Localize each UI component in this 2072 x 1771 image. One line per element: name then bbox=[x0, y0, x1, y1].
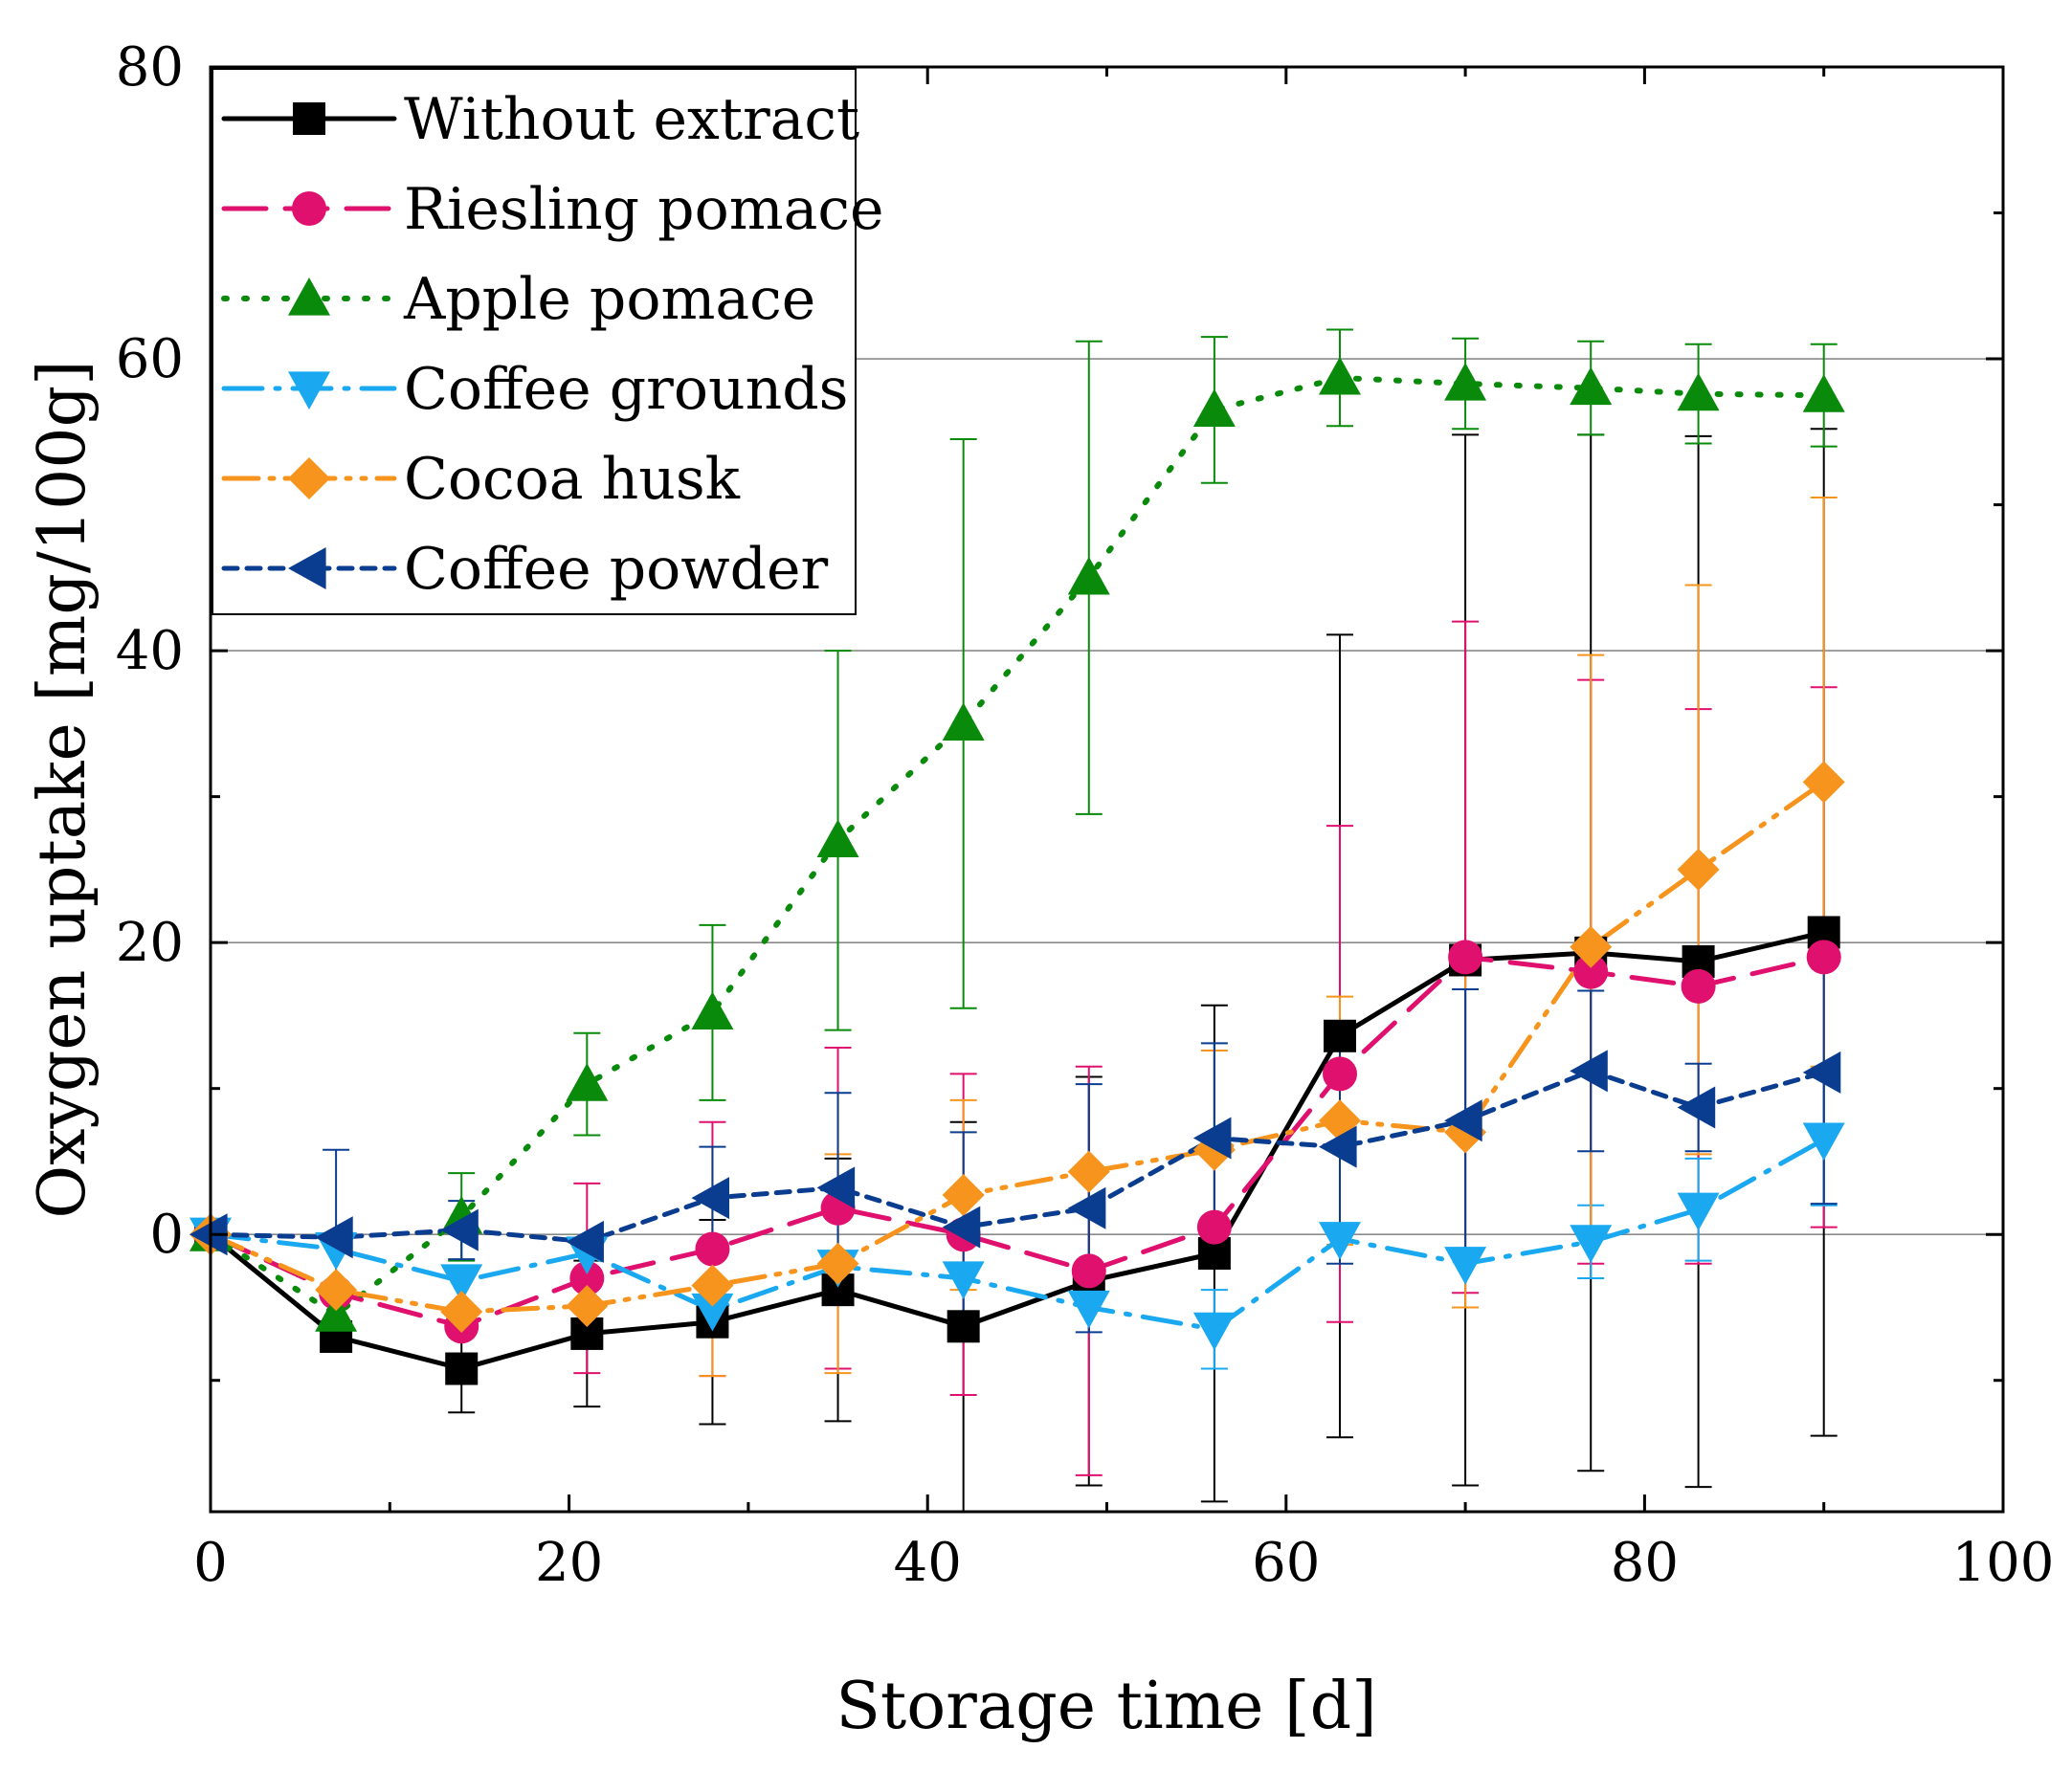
data-point-apple-pomace bbox=[1802, 374, 1845, 412]
data-point-coffee-powder bbox=[816, 1166, 856, 1209]
series-line-coffee-grounds bbox=[208, 1137, 1827, 1332]
data-point-apple-pomace bbox=[1067, 556, 1110, 595]
data-point-coffee-grounds bbox=[1318, 1222, 1361, 1260]
data-point-riesling-pomace bbox=[1448, 940, 1483, 975]
data-point-coffee-grounds bbox=[691, 1293, 734, 1332]
data-point-apple-pomace bbox=[315, 1294, 358, 1332]
y-tick-label: 20 bbox=[116, 912, 184, 974]
data-point-without-extract bbox=[1323, 1019, 1356, 1052]
data-point-riesling-pomace bbox=[1071, 1253, 1106, 1289]
data-point-coffee-powder bbox=[1677, 1086, 1716, 1129]
data-point-riesling-pomace bbox=[1196, 1209, 1232, 1245]
series-markers bbox=[189, 356, 1845, 1385]
data-point-cocoa-husk bbox=[816, 1242, 859, 1285]
y-tick-label: 60 bbox=[116, 328, 184, 390]
legend-label-cocoa-husk: Cocoa husk bbox=[404, 446, 741, 513]
data-point-coffee-grounds bbox=[942, 1261, 985, 1299]
legend-label-coffee-powder: Coffee powder bbox=[404, 536, 829, 603]
data-point-apple-pomace bbox=[691, 991, 734, 1029]
data-point-cocoa-husk bbox=[1067, 1150, 1110, 1193]
data-point-without-extract bbox=[445, 1352, 479, 1385]
legend-label-riesling-pomace: Riesling pomace bbox=[404, 176, 883, 243]
data-point-coffee-powder bbox=[942, 1206, 981, 1249]
data-point-apple-pomace bbox=[1192, 388, 1236, 428]
data-point-coffee-powder bbox=[1067, 1186, 1106, 1229]
legend-marker-apple-pomace bbox=[288, 277, 330, 316]
data-point-coffee-powder bbox=[315, 1216, 353, 1259]
data-point-coffee-grounds bbox=[1192, 1312, 1236, 1351]
y-tick-label: 0 bbox=[149, 1204, 184, 1266]
data-point-cocoa-husk bbox=[691, 1264, 734, 1307]
data-point-riesling-pomace bbox=[1681, 968, 1716, 1004]
x-tick-label: 80 bbox=[1611, 1532, 1679, 1594]
data-point-cocoa-husk bbox=[440, 1291, 483, 1334]
data-point-apple-pomace bbox=[816, 819, 859, 857]
data-point-cocoa-husk bbox=[566, 1284, 609, 1327]
series-line-coffee-powder bbox=[208, 1068, 1827, 1245]
data-point-apple-pomace bbox=[1570, 366, 1613, 406]
x-tick-label: 100 bbox=[1952, 1532, 2055, 1594]
data-point-apple-pomace bbox=[942, 702, 985, 741]
data-point-coffee-grounds bbox=[1677, 1192, 1720, 1231]
data-point-cocoa-husk bbox=[942, 1174, 985, 1217]
data-point-coffee-grounds bbox=[1570, 1225, 1613, 1263]
series-line-cocoa-husk bbox=[208, 779, 1827, 1315]
y-tick-label: 80 bbox=[116, 36, 184, 99]
data-point-cocoa-husk bbox=[1677, 848, 1720, 891]
legend: Without extract Riesling pomace Apple poma… bbox=[212, 68, 883, 615]
legend-marker-coffee-grounds bbox=[288, 371, 330, 410]
axis-ticks: 0 20 40 60 80 100 0 20 40 60 80 bbox=[116, 36, 2055, 1594]
data-point-coffee-grounds bbox=[440, 1264, 483, 1303]
data-point-cocoa-husk bbox=[315, 1269, 358, 1312]
series-line-riesling-pomace bbox=[208, 954, 1827, 1329]
legend-label-without-extract: Without extract bbox=[404, 86, 859, 153]
data-point-coffee-powder bbox=[1192, 1117, 1232, 1160]
legend-marker-without-extract bbox=[293, 102, 325, 135]
data-point-coffee-powder bbox=[1444, 1099, 1482, 1142]
data-point-riesling-pomace bbox=[569, 1260, 605, 1295]
y-axis-title: Oxygen uptake [mg/100g] bbox=[25, 360, 100, 1218]
x-axis-title: Storage time [d] bbox=[835, 1669, 1376, 1744]
data-point-coffee-powder bbox=[691, 1177, 730, 1220]
legend-marker-cocoa-husk bbox=[288, 457, 330, 499]
legend-marker-riesling-pomace bbox=[292, 191, 326, 226]
data-point-coffee-powder bbox=[1802, 1051, 1841, 1094]
legend-label-coffee-grounds: Coffee grounds bbox=[404, 356, 848, 423]
data-point-riesling-pomace bbox=[1322, 1056, 1357, 1092]
data-point-coffee-grounds bbox=[1067, 1290, 1110, 1329]
data-point-coffee-powder bbox=[1318, 1125, 1357, 1168]
data-point-riesling-pomace bbox=[695, 1231, 730, 1267]
x-tick-label: 60 bbox=[1252, 1532, 1320, 1594]
data-point-coffee-grounds bbox=[1802, 1122, 1845, 1162]
data-point-apple-pomace bbox=[1444, 362, 1487, 401]
x-tick-label: 40 bbox=[894, 1532, 962, 1594]
data-point-apple-pomace bbox=[566, 1063, 609, 1101]
data-point-riesling-pomace bbox=[1806, 940, 1841, 975]
data-point-without-extract bbox=[947, 1310, 980, 1343]
series-line-without-extract bbox=[208, 930, 1827, 1371]
data-point-cocoa-husk bbox=[1570, 925, 1613, 968]
y-tick-label: 40 bbox=[116, 620, 184, 682]
data-point-coffee-powder bbox=[1570, 1050, 1608, 1093]
legend-marker-coffee-powder bbox=[288, 547, 326, 589]
x-tick-label: 0 bbox=[193, 1532, 228, 1594]
legend-box bbox=[212, 68, 857, 615]
x-tick-label: 20 bbox=[535, 1532, 603, 1594]
data-point-riesling-pomace bbox=[1573, 954, 1609, 989]
data-point-coffee-powder bbox=[189, 1213, 228, 1256]
data-point-coffee-powder bbox=[440, 1208, 479, 1251]
data-point-apple-pomace bbox=[1677, 372, 1720, 411]
data-point-cocoa-husk bbox=[1802, 761, 1845, 804]
data-point-coffee-grounds bbox=[1444, 1247, 1487, 1285]
series-lines bbox=[208, 374, 1827, 1371]
legend-label-apple-pomace: Apple pomace bbox=[403, 266, 815, 333]
data-point-coffee-powder bbox=[566, 1220, 604, 1263]
data-point-apple-pomace bbox=[1318, 356, 1361, 395]
